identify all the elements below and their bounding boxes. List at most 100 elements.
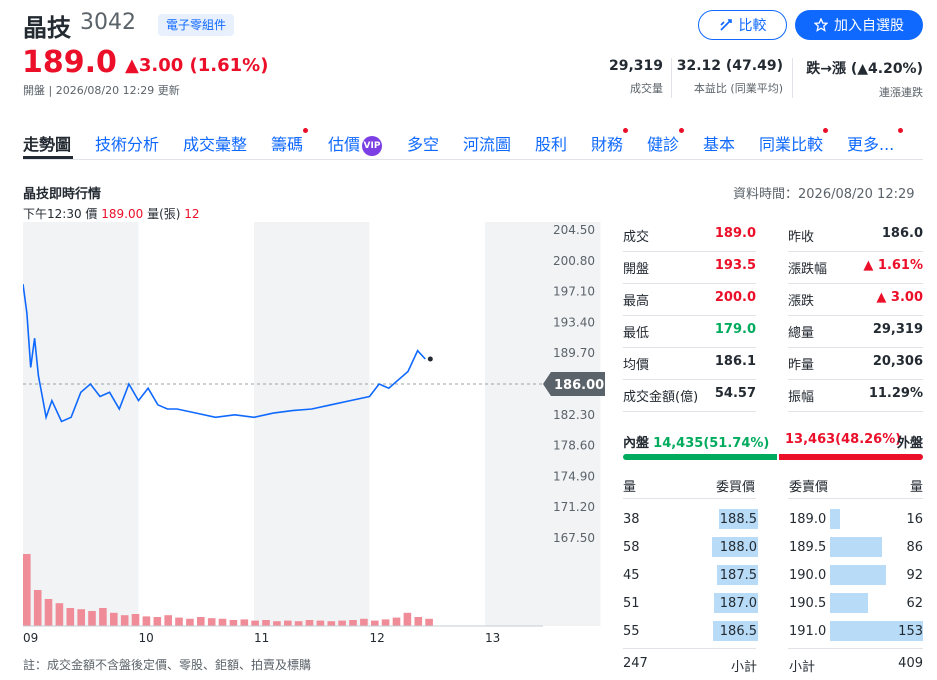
volume-bar — [327, 621, 336, 626]
tab-label: 股利 — [535, 135, 568, 154]
y-tick-label: 182.30 — [553, 408, 595, 422]
bid-total-label: 小計 — [730, 660, 757, 675]
tab-health-check[interactable]: 健診 — [647, 128, 685, 155]
volume-bar — [55, 603, 64, 626]
ask-qty: 62 — [906, 596, 923, 611]
compare-button[interactable]: 比較 — [698, 10, 787, 40]
volume-bar — [360, 618, 368, 626]
ask-price[interactable]: 190.5 — [789, 596, 827, 611]
ask-qty: 153 — [898, 624, 923, 639]
volume-bar — [294, 621, 303, 626]
volume-bar — [316, 620, 325, 626]
tab-financials[interactable]: 財務 — [591, 128, 629, 155]
inner-outer-volume: 內盤 14,435(51.74%) 13,463(48.26%) 外盤 — [623, 432, 923, 460]
divider — [788, 648, 923, 649]
divider — [623, 283, 756, 284]
ask-price[interactable]: 191.0 — [789, 624, 827, 639]
volume-bar — [131, 614, 140, 626]
bid-price[interactable]: 188.5 — [719, 512, 757, 527]
volume-bar — [349, 620, 357, 626]
tab-basic[interactable]: 基本 — [703, 131, 735, 155]
tab-label: 多空 — [407, 135, 440, 154]
divider — [788, 498, 923, 499]
x-tick-label: 12 — [370, 631, 385, 645]
volume-bar — [251, 620, 259, 626]
divider — [623, 379, 756, 380]
orderbook-row: 58 188.0 189.5 86 — [623, 537, 923, 568]
tab-trend[interactable]: 走勢圖 — [23, 131, 71, 155]
quote-label: 總量 — [788, 326, 815, 341]
volume-bar — [218, 618, 227, 626]
tab-dividend[interactable]: 股利 — [535, 131, 567, 155]
compare-icon — [719, 19, 732, 31]
ask-price[interactable]: 190.0 — [789, 568, 827, 583]
tab-technical[interactable]: 技術分析 — [95, 131, 159, 155]
y-tick-label: 167.50 — [553, 531, 595, 545]
chart-title: 晶技即時行情 — [23, 187, 102, 202]
quote-row: 最低 179.0 總量 29,319 — [623, 322, 923, 354]
tab-valuation[interactable]: 估價 VIP — [328, 131, 383, 156]
volume-bar — [414, 617, 423, 626]
bid-depth-bar — [712, 537, 758, 557]
bid-qty: 58 — [623, 540, 640, 555]
active-tab-indicator — [23, 156, 73, 159]
quote-row: 均價 186.1 昨量 20,306 — [623, 354, 923, 386]
notification-dot — [823, 128, 829, 133]
quote-row: 最高 200.0 漲跌 ▲ 3.00 — [623, 290, 923, 322]
quote-value: 54.57 — [714, 386, 756, 401]
inner-bar — [623, 454, 778, 460]
tab-chips[interactable]: 籌碼 — [271, 128, 309, 155]
bid-total: 247 — [623, 656, 648, 671]
stock-code: 3042 — [80, 10, 136, 35]
tooltip-time: 下午12:30 — [23, 207, 82, 221]
sector-badge[interactable]: 電子零組件 — [158, 14, 235, 36]
tab-label: 同業比較 — [759, 135, 824, 154]
bid-price[interactable]: 187.5 — [719, 568, 757, 583]
bid-depth-bar — [714, 593, 758, 613]
quote-row: 成交金額(億) 54.57 振幅 11.29% — [623, 386, 923, 418]
bid-qty: 38 — [623, 512, 640, 527]
x-tick-label: 13 — [485, 631, 500, 645]
kpi-label: 連漲連跌 — [879, 86, 923, 99]
divider — [788, 411, 923, 412]
tab-peer-comparison[interactable]: 同業比較 — [759, 128, 829, 155]
quote-label: 均價 — [623, 358, 650, 373]
x-tick-label: 11 — [254, 631, 269, 645]
tab-long-short[interactable]: 多空 — [407, 131, 439, 155]
ask-price[interactable]: 189.0 — [789, 512, 827, 527]
tab-label: 河流圖 — [463, 135, 512, 154]
bid-qty-header: 量 — [623, 480, 637, 495]
bid-price[interactable]: 186.5 — [719, 624, 757, 639]
bid-price[interactable]: 187.0 — [719, 596, 757, 611]
orderbook-row: 51 187.0 190.5 62 — [623, 593, 923, 624]
ask-total-label: 小計 — [789, 660, 816, 675]
add-watchlist-button[interactable]: 加入自選股 — [795, 10, 923, 40]
quote-label: 漲跌 — [788, 294, 815, 309]
compare-label: 比較 — [738, 18, 767, 34]
intraday-chart[interactable]: 204.50 200.80 197.10 193.40 189.70 182.30 178.… — [23, 222, 608, 652]
quote-label: 漲跌幅 — [788, 262, 828, 277]
bid-price[interactable]: 188.0 — [719, 540, 757, 555]
ask-depth-bar — [830, 565, 886, 585]
volume-bar — [229, 620, 238, 626]
volume-bar — [44, 599, 53, 626]
volume-bar — [88, 611, 96, 626]
tab-more[interactable]: 更多... — [847, 128, 904, 155]
quote-label: 成交 — [623, 230, 650, 245]
tab-volume-summary[interactable]: 成交彙整 — [183, 131, 247, 155]
volume-bar — [305, 620, 314, 626]
bid-qty: 55 — [623, 624, 640, 639]
ask-price[interactable]: 189.5 — [789, 540, 827, 555]
quote-value: 189.0 — [714, 226, 756, 241]
quote-value: 186.1 — [714, 354, 756, 369]
tab-bar: 走勢圖 技術分析 成交彙整 籌碼 估價 VIP 多空 河流圖 股利 財務 健診 基… — [23, 128, 923, 160]
market-status: 開盤 | 2026/08/20 12:29 更新 — [23, 84, 180, 97]
quote-row: 開盤 193.5 漲跌幅 ▲ 1.61% — [623, 258, 923, 290]
bid-price-header: 委買價 — [715, 480, 755, 495]
volume-bar — [262, 620, 270, 626]
ask-depth-bar — [830, 509, 840, 529]
quote-label: 昨收 — [788, 230, 815, 245]
quote-value: ▲ 3.00 — [876, 290, 923, 305]
tab-river-chart[interactable]: 河流圖 — [463, 131, 511, 155]
divider — [623, 498, 756, 499]
